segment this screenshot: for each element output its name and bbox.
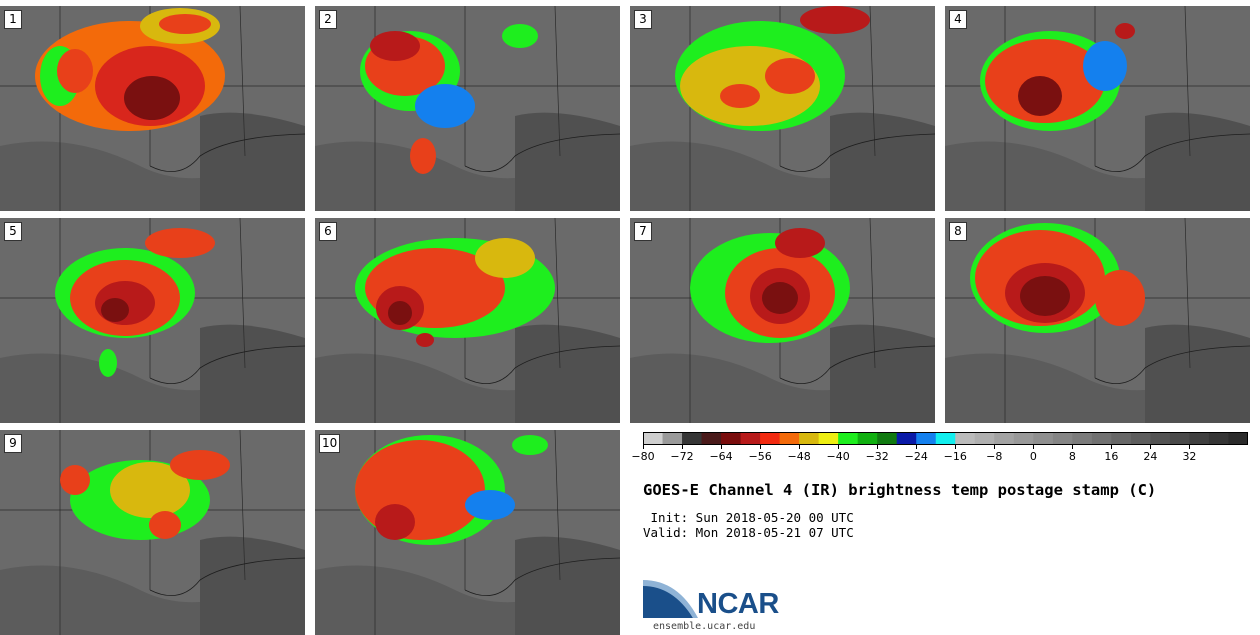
colorbar-swatch xyxy=(1228,432,1248,445)
colorbar-swatch xyxy=(662,432,683,445)
colorbar-tick-mark xyxy=(838,445,840,449)
ir-map xyxy=(315,6,620,211)
temperature-colorbar xyxy=(643,432,1248,445)
colorbar-tick-label: −48 xyxy=(787,450,811,463)
postage-stamp-panel-2: 2 xyxy=(315,6,620,211)
colorbar-tick-label: −24 xyxy=(904,450,928,463)
ir-map xyxy=(945,6,1250,211)
colorbar-border xyxy=(643,432,1248,445)
colorbar-swatch xyxy=(799,432,820,445)
ir-map xyxy=(0,6,305,211)
colorbar-tick-label: −32 xyxy=(865,450,889,463)
postage-stamp-panel-5: 5 xyxy=(0,218,305,423)
colorbar-swatch xyxy=(760,432,781,445)
colorbar-swatch xyxy=(643,432,664,445)
panel-number: 7 xyxy=(634,222,652,241)
ir-map xyxy=(0,218,305,423)
panel-number: 5 xyxy=(4,222,22,241)
panel-number: 8 xyxy=(949,222,967,241)
colorbar-swatch xyxy=(1013,432,1034,445)
colorbar-tick-label: −16 xyxy=(943,450,967,463)
colorbar-swatch xyxy=(779,432,800,445)
colorbar-swatch xyxy=(838,432,859,445)
colorbar-tick-mark xyxy=(799,445,801,449)
colorbar-swatch xyxy=(1033,432,1054,445)
colorbar-swatch xyxy=(955,432,976,445)
colorbar-tick-label: −64 xyxy=(709,450,733,463)
colorbar-swatch xyxy=(682,432,703,445)
colorbar-swatch xyxy=(974,432,995,445)
colorbar-swatch xyxy=(1130,432,1151,445)
panel-number: 6 xyxy=(319,222,337,241)
colorbar-tick-label: 0 xyxy=(1029,450,1037,463)
colorbar-tick-label: −72 xyxy=(670,450,694,463)
postage-stamp-panel-4: 4 xyxy=(945,6,1250,211)
colorbar-tick-label: 24 xyxy=(1143,450,1158,463)
colorbar-tick-label: 32 xyxy=(1182,450,1197,463)
panel-number: 10 xyxy=(319,434,341,453)
ir-map xyxy=(315,218,620,423)
colorbar-tick-mark xyxy=(877,445,879,449)
colorbar-swatch xyxy=(1150,432,1171,445)
panel-number: 9 xyxy=(4,434,22,453)
ensemble-url: ensemble.ucar.edu xyxy=(653,621,756,632)
colorbar-swatch xyxy=(1072,432,1093,445)
colorbar-swatch xyxy=(818,432,839,445)
colorbar-swatch xyxy=(935,432,956,445)
ncar-logo-text: NCAR xyxy=(697,588,779,620)
colorbar-tick-mark xyxy=(1189,445,1191,449)
colorbar-tick-label: −56 xyxy=(748,450,772,463)
colorbar-swatch xyxy=(994,432,1015,445)
chart-title: GOES-E Channel 4 (IR) brightness temp po… xyxy=(643,481,1157,499)
colorbar-swatch xyxy=(740,432,761,445)
colorbar-swatch xyxy=(1208,432,1229,445)
panel-number: 4 xyxy=(949,10,967,29)
colorbar-tick-label: 16 xyxy=(1104,450,1119,463)
postage-stamp-panel-7: 7 xyxy=(630,218,935,423)
ir-map xyxy=(630,6,935,211)
colorbar-tick-mark xyxy=(682,445,684,449)
colorbar-tick-label: −8 xyxy=(986,450,1003,463)
colorbar-tick-label: −80 xyxy=(631,450,655,463)
postage-stamp-panel-6: 6 xyxy=(315,218,620,423)
colorbar-swatch xyxy=(1111,432,1132,445)
ir-map xyxy=(630,218,935,423)
colorbar-swatch xyxy=(721,432,742,445)
colorbar-swatch xyxy=(857,432,878,445)
colorbar-tick-mark xyxy=(1033,445,1035,449)
postage-stamp-panel-3: 3 xyxy=(630,6,935,211)
ir-map xyxy=(315,430,620,635)
ncar-logo-icon xyxy=(643,580,698,618)
colorbar-swatch xyxy=(1091,432,1112,445)
colorbar-tick-mark xyxy=(643,445,644,449)
colorbar-swatch xyxy=(1169,432,1190,445)
colorbar-tick-mark xyxy=(760,445,762,449)
colorbar-tick-mark xyxy=(1111,445,1113,449)
colorbar-tick-label: −40 xyxy=(826,450,850,463)
ir-map xyxy=(945,218,1250,423)
postage-stamp-panel-1: 1 xyxy=(0,6,305,211)
colorbar-swatch xyxy=(1052,432,1073,445)
postage-stamp-panel-8: 8 xyxy=(945,218,1250,423)
colorbar-tick-mark xyxy=(916,445,918,449)
colorbar-swatch xyxy=(1189,432,1210,445)
colorbar-tick-mark xyxy=(1150,445,1152,449)
colorbar-swatch xyxy=(701,432,722,445)
colorbar-tick-mark xyxy=(994,445,996,449)
panel-number: 3 xyxy=(634,10,652,29)
colorbar-swatch xyxy=(877,432,898,445)
colorbar-tick-label: 8 xyxy=(1068,450,1076,463)
panel-number: 1 xyxy=(4,10,22,29)
panel-number: 2 xyxy=(319,10,337,29)
colorbar-swatch xyxy=(916,432,937,445)
init-time: Init: Sun 2018-05-20 00 UTC xyxy=(643,510,854,525)
colorbar-swatch xyxy=(896,432,917,445)
colorbar-tick-mark xyxy=(955,445,957,449)
postage-stamp-panel-10: 10 xyxy=(315,430,620,635)
colorbar-tick-mark xyxy=(1072,445,1074,449)
ir-map xyxy=(0,430,305,635)
valid-time: Valid: Mon 2018-05-21 07 UTC xyxy=(643,525,854,540)
colorbar-tick-mark xyxy=(721,445,723,449)
postage-stamp-panel-9: 9 xyxy=(0,430,305,635)
